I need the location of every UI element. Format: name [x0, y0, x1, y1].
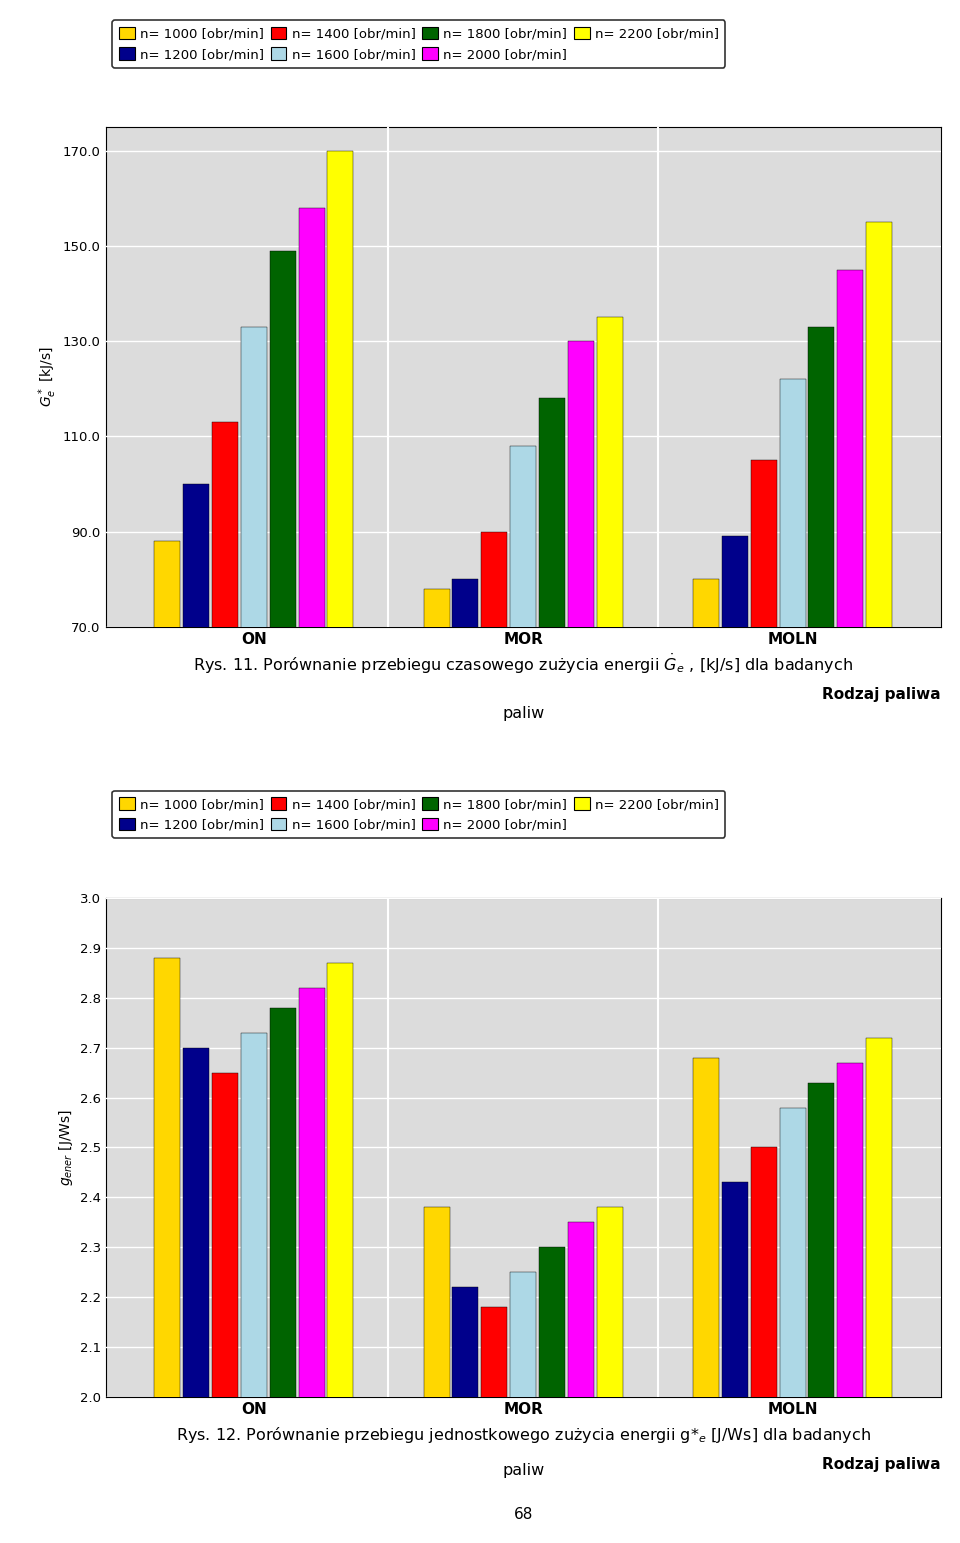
- Text: paliw: paliw: [502, 1463, 544, 1478]
- Text: 68: 68: [514, 1508, 533, 1521]
- Bar: [722, 537, 748, 960]
- Text: paliw: paliw: [502, 707, 544, 722]
- Bar: [299, 988, 324, 1543]
- Bar: [423, 589, 449, 960]
- Bar: [597, 318, 623, 960]
- Bar: [452, 1287, 478, 1543]
- Text: Rodzaj paliwa: Rodzaj paliwa: [822, 687, 941, 702]
- Bar: [155, 958, 180, 1543]
- Bar: [837, 1063, 863, 1543]
- Bar: [568, 341, 594, 960]
- Bar: [327, 151, 353, 960]
- Bar: [183, 1048, 209, 1543]
- Bar: [481, 1307, 507, 1543]
- Text: Rys. 12. Porównanie przebiegu jednostkowego zużycia energii g*$_e$ [J/Ws] dla ba: Rys. 12. Porównanie przebiegu jednostkow…: [176, 1426, 871, 1446]
- Bar: [212, 1072, 238, 1543]
- Bar: [722, 1182, 748, 1543]
- Bar: [568, 1222, 594, 1543]
- Bar: [510, 446, 537, 960]
- Legend: n= 1000 [obr/min], n= 1200 [obr/min], n= 1400 [obr/min], n= 1600 [obr/min], n= 1: n= 1000 [obr/min], n= 1200 [obr/min], n=…: [112, 790, 726, 838]
- Bar: [597, 1208, 623, 1543]
- Bar: [510, 1273, 537, 1543]
- Bar: [270, 1008, 296, 1543]
- Bar: [837, 270, 863, 960]
- Bar: [540, 398, 565, 960]
- Bar: [808, 1083, 834, 1543]
- Bar: [751, 1148, 777, 1543]
- Bar: [808, 327, 834, 960]
- Bar: [452, 579, 478, 960]
- Bar: [183, 485, 209, 960]
- Bar: [780, 1108, 805, 1543]
- Bar: [423, 1208, 449, 1543]
- Bar: [751, 460, 777, 960]
- Bar: [327, 963, 353, 1543]
- Text: Rys. 11. Porównanie przebiegu czasowego zużycia energii $\dot{G}_e$ , [kJ/s] dla: Rys. 11. Porównanie przebiegu czasowego …: [193, 651, 853, 676]
- Bar: [299, 208, 324, 960]
- Bar: [270, 252, 296, 960]
- Bar: [693, 1057, 719, 1543]
- Bar: [693, 579, 719, 960]
- Bar: [866, 222, 892, 960]
- Bar: [481, 532, 507, 960]
- Legend: n= 1000 [obr/min], n= 1200 [obr/min], n= 1400 [obr/min], n= 1600 [obr/min], n= 1: n= 1000 [obr/min], n= 1200 [obr/min], n=…: [112, 20, 726, 68]
- Bar: [241, 327, 267, 960]
- Y-axis label: $G^*_e$ [kJ/s]: $G^*_e$ [kJ/s]: [36, 347, 59, 407]
- Bar: [780, 380, 805, 960]
- Text: Rodzaj paliwa: Rodzaj paliwa: [822, 1457, 941, 1472]
- Bar: [155, 542, 180, 960]
- Y-axis label: $g_{ener}$ [J/Ws]: $g_{ener}$ [J/Ws]: [58, 1109, 76, 1187]
- Bar: [866, 1037, 892, 1543]
- Bar: [540, 1247, 565, 1543]
- Bar: [241, 1032, 267, 1543]
- Bar: [212, 423, 238, 960]
